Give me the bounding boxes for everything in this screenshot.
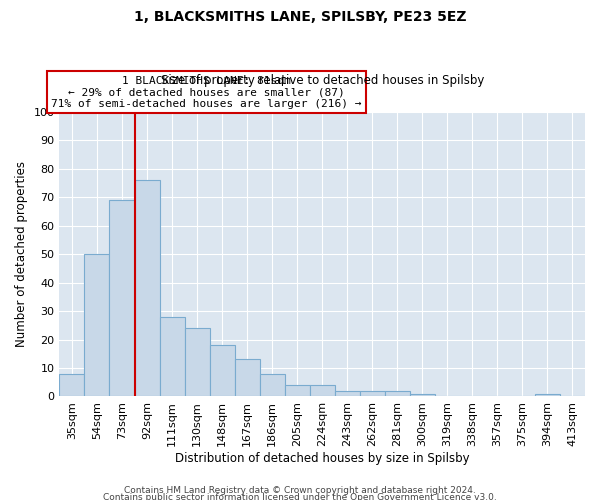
Bar <box>134 180 160 396</box>
Bar <box>410 394 435 396</box>
Text: Contains public sector information licensed under the Open Government Licence v3: Contains public sector information licen… <box>103 494 497 500</box>
Bar <box>160 316 185 396</box>
Text: 1 BLACKSMITHS LANE: 81sqm
← 29% of detached houses are smaller (87)
71% of semi-: 1 BLACKSMITHS LANE: 81sqm ← 29% of detac… <box>52 76 362 109</box>
Bar <box>235 360 260 397</box>
Bar <box>209 345 235 397</box>
Bar <box>185 328 209 396</box>
Y-axis label: Number of detached properties: Number of detached properties <box>15 161 28 347</box>
Title: Size of property relative to detached houses in Spilsby: Size of property relative to detached ho… <box>161 74 484 87</box>
Bar <box>385 391 410 396</box>
Bar <box>109 200 134 396</box>
Bar <box>284 385 310 396</box>
Bar <box>85 254 109 396</box>
X-axis label: Distribution of detached houses by size in Spilsby: Distribution of detached houses by size … <box>175 452 470 465</box>
Bar <box>360 391 385 396</box>
Bar <box>59 374 85 396</box>
Bar <box>535 394 560 396</box>
Text: 1, BLACKSMITHS LANE, SPILSBY, PE23 5EZ: 1, BLACKSMITHS LANE, SPILSBY, PE23 5EZ <box>134 10 466 24</box>
Bar <box>310 385 335 396</box>
Bar <box>335 391 360 396</box>
Text: Contains HM Land Registry data © Crown copyright and database right 2024.: Contains HM Land Registry data © Crown c… <box>124 486 476 495</box>
Bar <box>260 374 284 396</box>
